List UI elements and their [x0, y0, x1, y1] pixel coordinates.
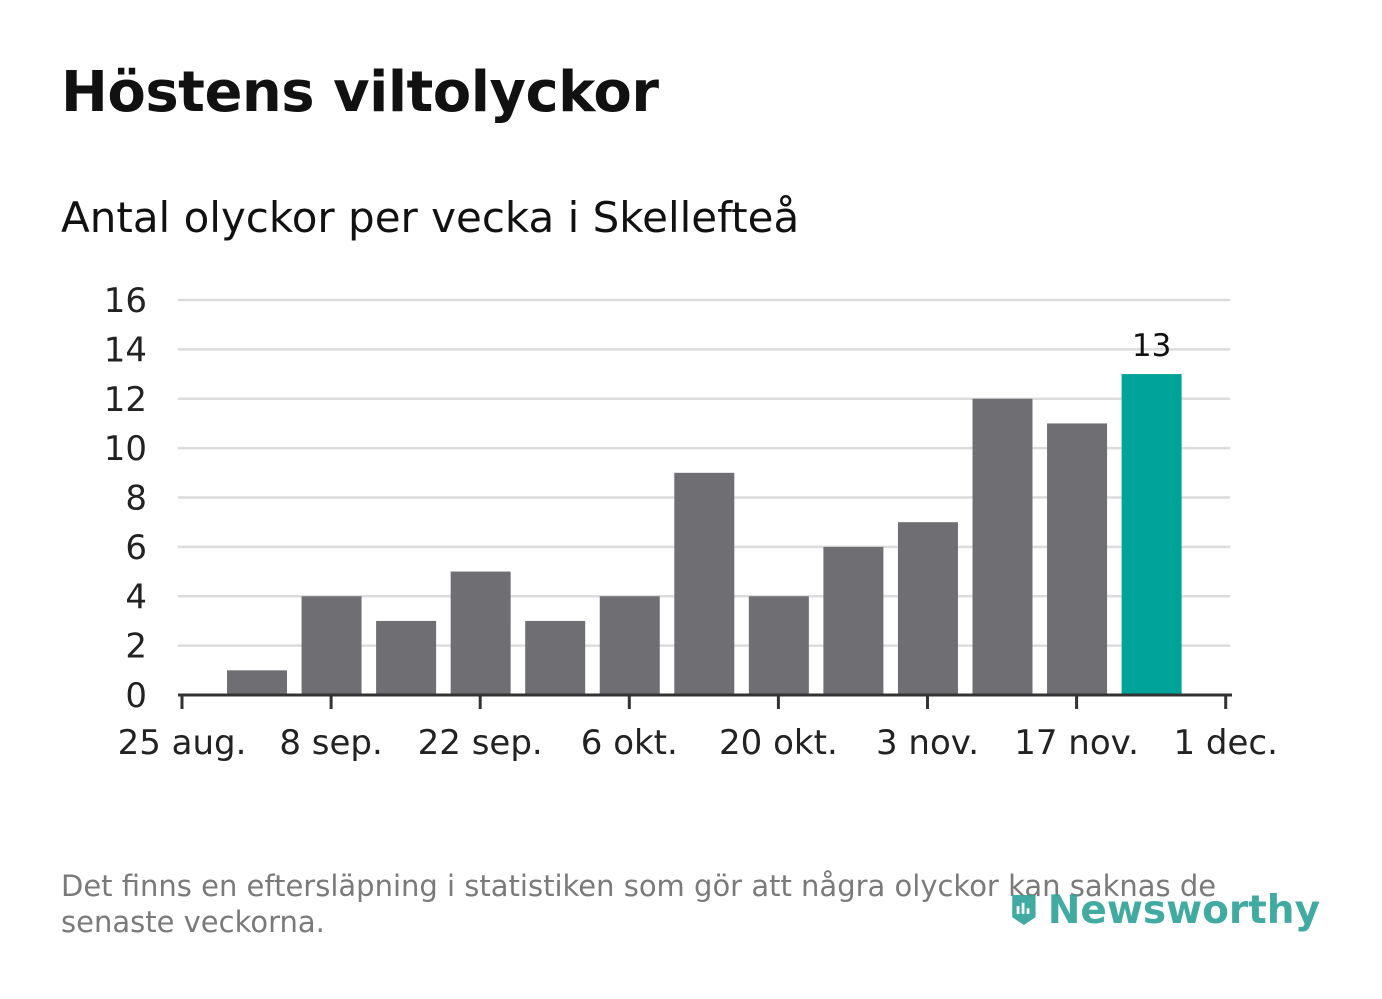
brand-logo: Newsworthy [1010, 878, 1320, 942]
x-tick-label: 25 aug. [118, 723, 247, 763]
bar-v44 [823, 546, 884, 695]
bar-v41 [599, 596, 660, 695]
bar-v38 [376, 620, 437, 695]
y-tick-label: 8 [125, 479, 147, 519]
newsworthy-logo-icon [1012, 895, 1036, 925]
y-tick-label: 16 [104, 281, 147, 321]
bars: 13 [227, 328, 1182, 695]
bar-v45 [897, 522, 958, 695]
x-axis [178, 693, 1232, 709]
bar-v47 [1047, 423, 1108, 695]
bar-v43 [748, 596, 809, 695]
y-tick-label: 14 [104, 330, 147, 370]
bar-v48 [1121, 374, 1182, 695]
y-tick-label: 12 [104, 380, 147, 420]
bar-v36 [227, 670, 287, 695]
x-tick-label: 22 sep. [418, 723, 543, 763]
x-tick-label: 1 dec. [1173, 723, 1277, 763]
bar-value-label: 13 [1132, 328, 1171, 364]
brand-name: Newsworthy [1047, 887, 1320, 933]
chart-title: Höstens viltolyckor [61, 60, 659, 125]
y-tick-label: 2 [125, 627, 147, 667]
footnote: Det finns en eftersläpning i statistiken… [61, 869, 1217, 939]
y-tick-label: 4 [125, 577, 147, 617]
y-tick-label: 10 [104, 429, 147, 469]
x-tick-label: 6 okt. [581, 723, 678, 763]
y-axis-labels: 0 2 4 6 8 10 12 14 16 [104, 281, 147, 716]
x-tick-label: 8 sep. [279, 723, 382, 763]
bar-v42 [674, 472, 735, 695]
bar-v37 [301, 596, 362, 695]
chart-subtitle: Antal olyckor per vecka i Skellefteå [61, 193, 800, 242]
y-tick-label: 0 [125, 676, 147, 716]
bar-v40 [525, 620, 586, 695]
x-tick-label: 3 nov. [876, 723, 979, 763]
x-tick-label: 17 nov. [1014, 723, 1139, 763]
bar-v46 [972, 398, 1033, 695]
bar-v39 [450, 571, 511, 695]
x-tick-label: 20 okt. [719, 723, 838, 763]
x-axis-labels: 25 aug. 8 sep. 22 sep. 6 okt. 20 okt. 3 nov. 1… [118, 723, 1278, 763]
y-tick-label: 6 [125, 528, 147, 568]
